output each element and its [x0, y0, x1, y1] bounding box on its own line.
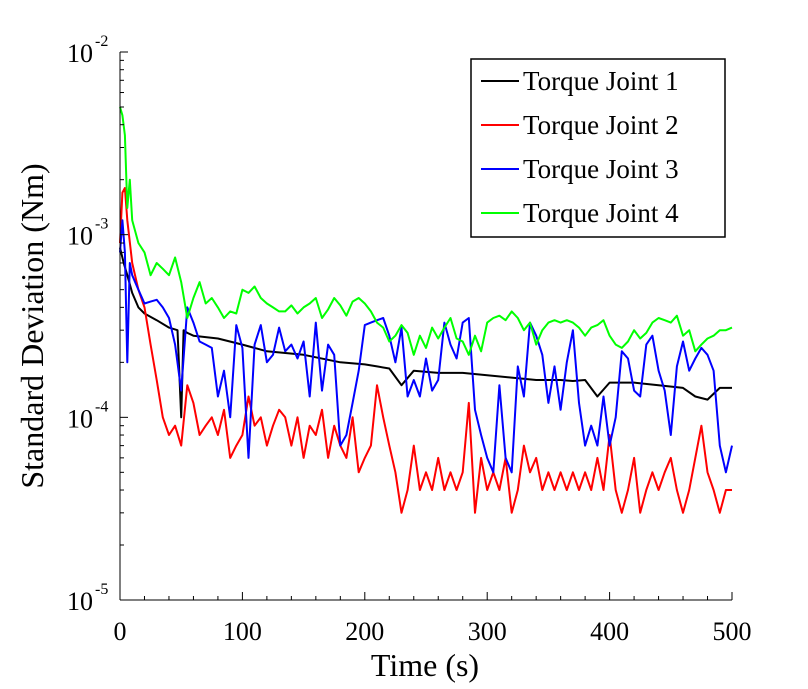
series-line-2	[119, 187, 732, 514]
legend: Torque Joint 1 Torque Joint 2 Torque Joint…	[470, 58, 726, 238]
x-tick-label: 300	[468, 617, 507, 646]
legend-box	[470, 58, 726, 238]
x-tick-label: 400	[590, 617, 629, 646]
y-tick-label: 10	[67, 404, 93, 433]
series-line-3	[119, 219, 733, 474]
x-tick-label: 200	[345, 617, 384, 646]
x-tick-label: 500	[713, 617, 752, 646]
y-tick-label: 10	[67, 39, 93, 68]
y-tick-exponent: -5	[95, 581, 108, 598]
series-line-4	[119, 106, 733, 356]
legend-label: Torque Joint 4	[523, 198, 679, 228]
plot-lines	[119, 106, 733, 514]
series-line-1	[119, 247, 732, 419]
legend-label: Torque Joint 3	[523, 154, 679, 184]
y-tick-exponent: -3	[95, 216, 108, 233]
x-tick-label: 100	[223, 617, 262, 646]
axes	[119, 52, 732, 601]
legend-label: Torque Joint 2	[523, 110, 679, 140]
legend-label: Torque Joint 1	[523, 66, 679, 96]
x-axis-label: Time (s)	[371, 647, 479, 683]
x-tick-label: 0	[114, 617, 127, 646]
y-tick-label: 10	[67, 222, 93, 251]
y-tick-label: 10	[67, 587, 93, 616]
y-tick-exponent: -4	[95, 398, 108, 415]
y-tick-exponent: -2	[95, 33, 108, 50]
y-axis-label: Standard Deviation (Nm)	[14, 163, 50, 488]
